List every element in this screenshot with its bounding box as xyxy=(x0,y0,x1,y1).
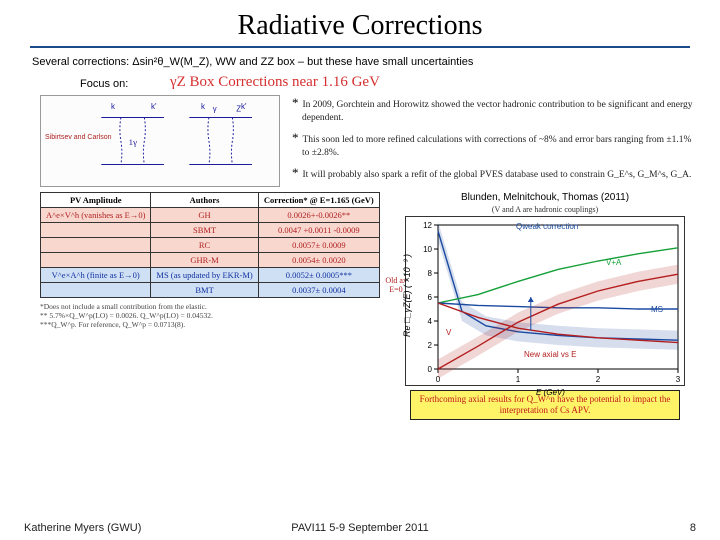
feynman-1gamma-label: 1γ xyxy=(129,137,137,147)
table-row: GHR-M0.0054± 0.0020 xyxy=(41,253,380,268)
footnote-2: ** 5.7%×Q_W^p(LO) = 0.0026. Q_W^p(LO) = … xyxy=(40,311,380,320)
star-icon: * xyxy=(292,95,299,110)
plot-ylabel: Re □_γZ(E) ( ×10⁻³ ) xyxy=(402,254,413,337)
svg-text:Qweak correction: Qweak correction xyxy=(516,222,578,231)
table-cell: 0.0026+-0.0026** xyxy=(258,208,379,223)
gz-box-title: γZ Box Corrections near 1.16 GeV xyxy=(170,72,380,91)
table-row: SBMT0.0047 +0.0011 -0.0009 xyxy=(41,223,380,238)
svg-text:V: V xyxy=(446,328,452,337)
th-auth: Authors xyxy=(151,193,258,208)
table-cell: V^e×A^h (finite as E→0) xyxy=(41,268,151,283)
table-cell xyxy=(41,223,151,238)
pv-table-wrap: PV Amplitude Authors Correction* @ E=1.1… xyxy=(40,192,380,420)
middle-row: Sibirtsev and Carlson k k' k k' 1γ γ Z *… xyxy=(0,91,720,188)
svg-text:10: 10 xyxy=(423,245,432,254)
focus-row: Focus on: γZ Box Corrections near 1.16 G… xyxy=(0,72,720,91)
table-cell xyxy=(41,283,151,298)
feynman-k3: k xyxy=(201,102,205,111)
footer-author: Katherine Myers (GWU) xyxy=(24,522,141,534)
svg-text:8: 8 xyxy=(428,269,433,278)
table-row: BMT0.0037± 0.0004 xyxy=(41,283,380,298)
bullet-3-text: It will probably also spark a refit of t… xyxy=(303,170,692,180)
feynman-k2: k' xyxy=(151,102,157,111)
plot-xlabel: E (GeV) xyxy=(536,388,565,397)
table-row: V^e×A^h (finite as E→0)MS (as updated by… xyxy=(41,268,380,283)
pv-amplitude-table: PV Amplitude Authors Correction* @ E=1.1… xyxy=(40,192,380,298)
focus-label: Focus on: xyxy=(0,72,160,90)
intro-text: Several corrections: Δsin²θ_W(M_Z), WW a… xyxy=(0,56,720,72)
table-header-row: PV Amplitude Authors Correction* @ E=1.1… xyxy=(41,193,380,208)
table-cell xyxy=(41,238,151,253)
footer-page-number: 8 xyxy=(690,522,696,534)
bullet-3: * It will probably also spark a refit of … xyxy=(292,165,700,182)
feynman-k4: k' xyxy=(241,102,247,111)
footer-conference: PAVI11 5-9 September 2011 xyxy=(291,522,428,534)
bullet-2-text: This soon led to more refined calculatio… xyxy=(302,135,691,158)
feynman-author-label: Sibirtsev and Carlson xyxy=(45,134,112,141)
table-cell: 0.0052± 0.0005*** xyxy=(258,268,379,283)
bullet-1-text: In 2009, Gorchtein and Horowitz showed t… xyxy=(302,100,693,123)
footnote-3: ***Q_W^p. For reference, Q_W^p = 0.0713(… xyxy=(40,320,380,329)
th-corr: Correction* @ E=1.165 (GeV) xyxy=(258,193,379,208)
table-cell: 0.0057± 0.0009 xyxy=(258,238,379,253)
plot-svg: 0123024681012Qweak correctionV+AMSNew ax… xyxy=(406,217,686,387)
table-cell: RC xyxy=(151,238,258,253)
table-footnotes: *Does not include a small contribution f… xyxy=(40,302,380,329)
table-cell: SBMT xyxy=(151,223,258,238)
gz-plot: Re □_γZ(E) ( ×10⁻³ ) 0123024681012Qweak … xyxy=(405,216,685,386)
svg-text:2: 2 xyxy=(428,341,433,350)
svg-text:V+A: V+A xyxy=(606,258,622,267)
table-cell: 0.0047 +0.0011 -0.0009 xyxy=(258,223,379,238)
feynman-k1: k xyxy=(111,102,115,111)
table-cell: GH xyxy=(151,208,258,223)
page-title: Radiative Corrections xyxy=(0,0,720,46)
svg-text:4: 4 xyxy=(428,317,433,326)
svg-text:0: 0 xyxy=(428,365,433,374)
bullet-list: *In 2009, Gorchtein and Horowitz showed … xyxy=(292,95,700,188)
svg-text:New axial vs E: New axial vs E xyxy=(524,350,576,359)
table-cell: A^e×V^h (vanishes as E→0) xyxy=(41,208,151,223)
table-cell: GHR-M xyxy=(151,253,258,268)
svg-text:12: 12 xyxy=(423,221,432,230)
table-row: RC0.0057± 0.0009 xyxy=(41,238,380,253)
plot-wrap: Blunden, Melnitchouk, Thomas (2011) (V a… xyxy=(390,192,700,420)
table-cell xyxy=(41,253,151,268)
table-cell: 0.0054± 0.0020 xyxy=(258,253,379,268)
svg-text:3: 3 xyxy=(676,375,681,384)
feynman-gamma-label: γ xyxy=(213,105,217,114)
plot-subtitle: (V and A are hadronic couplings) xyxy=(390,205,700,214)
slide-footer: Katherine Myers (GWU) PAVI11 5-9 Septemb… xyxy=(0,522,720,534)
lower-row: PV Amplitude Authors Correction* @ E=1.1… xyxy=(0,188,720,420)
feynman-diagram-box: Sibirtsev and Carlson k k' k k' 1γ γ Z xyxy=(40,95,280,187)
svg-text:1: 1 xyxy=(516,375,521,384)
table-cell: MS (as updated by EKR-M) xyxy=(151,268,258,283)
table-row: A^e×V^h (vanishes as E→0)GH0.0026+-0.002… xyxy=(41,208,380,223)
star-icon: * xyxy=(292,130,299,145)
footnote-1: *Does not include a small contribution f… xyxy=(40,302,380,311)
star-icon: * xyxy=(292,165,299,180)
table-cell: BMT xyxy=(151,283,258,298)
bullet-2: *This soon led to more refined calculati… xyxy=(292,130,700,159)
bullet-1: *In 2009, Gorchtein and Horowitz showed … xyxy=(292,95,700,124)
svg-text:2: 2 xyxy=(596,375,601,384)
plot-citation: Blunden, Melnitchouk, Thomas (2011) xyxy=(390,192,700,203)
svg-text:MS: MS xyxy=(651,305,663,314)
table-cell: 0.0037± 0.0004 xyxy=(258,283,379,298)
svg-text:6: 6 xyxy=(428,293,433,302)
title-underline xyxy=(30,46,690,48)
th-amp: PV Amplitude xyxy=(41,193,151,208)
